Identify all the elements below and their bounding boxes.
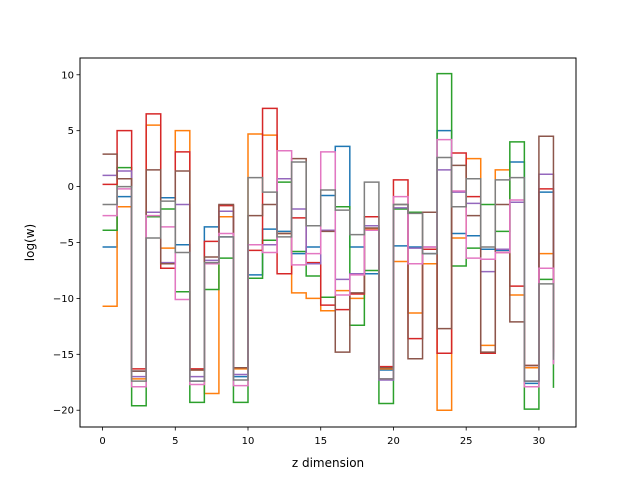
- y-tick-label: 10: [61, 70, 74, 81]
- x-tick-label: 25: [460, 436, 473, 447]
- series-line-8: [102, 156, 555, 382]
- y-tick-label: −20: [53, 406, 74, 417]
- x-tick-label: 5: [172, 436, 178, 447]
- y-tick-label: −5: [59, 238, 74, 249]
- y-tick-label: −10: [53, 294, 74, 305]
- y-axis-label: log(w): [23, 224, 37, 261]
- y-tick-label: 5: [68, 126, 74, 137]
- x-tick-label: 10: [242, 436, 255, 447]
- x-tick-label: 0: [99, 436, 105, 447]
- y-tick-label: −15: [53, 350, 74, 361]
- series-group: [102, 72, 555, 411]
- series-line-7: [102, 138, 555, 388]
- x-tick-label: 15: [314, 436, 327, 447]
- x-axis-ticks: 0 5 10 15 20 25 30: [99, 427, 545, 447]
- x-axis-label: z dimension: [292, 456, 364, 470]
- x-tick-label: 30: [533, 436, 546, 447]
- y-axis-ticks: −20 −15 −10 −5 0 5 10: [53, 70, 80, 417]
- x-tick-label: 20: [387, 436, 400, 447]
- y-tick-label: 0: [68, 182, 74, 193]
